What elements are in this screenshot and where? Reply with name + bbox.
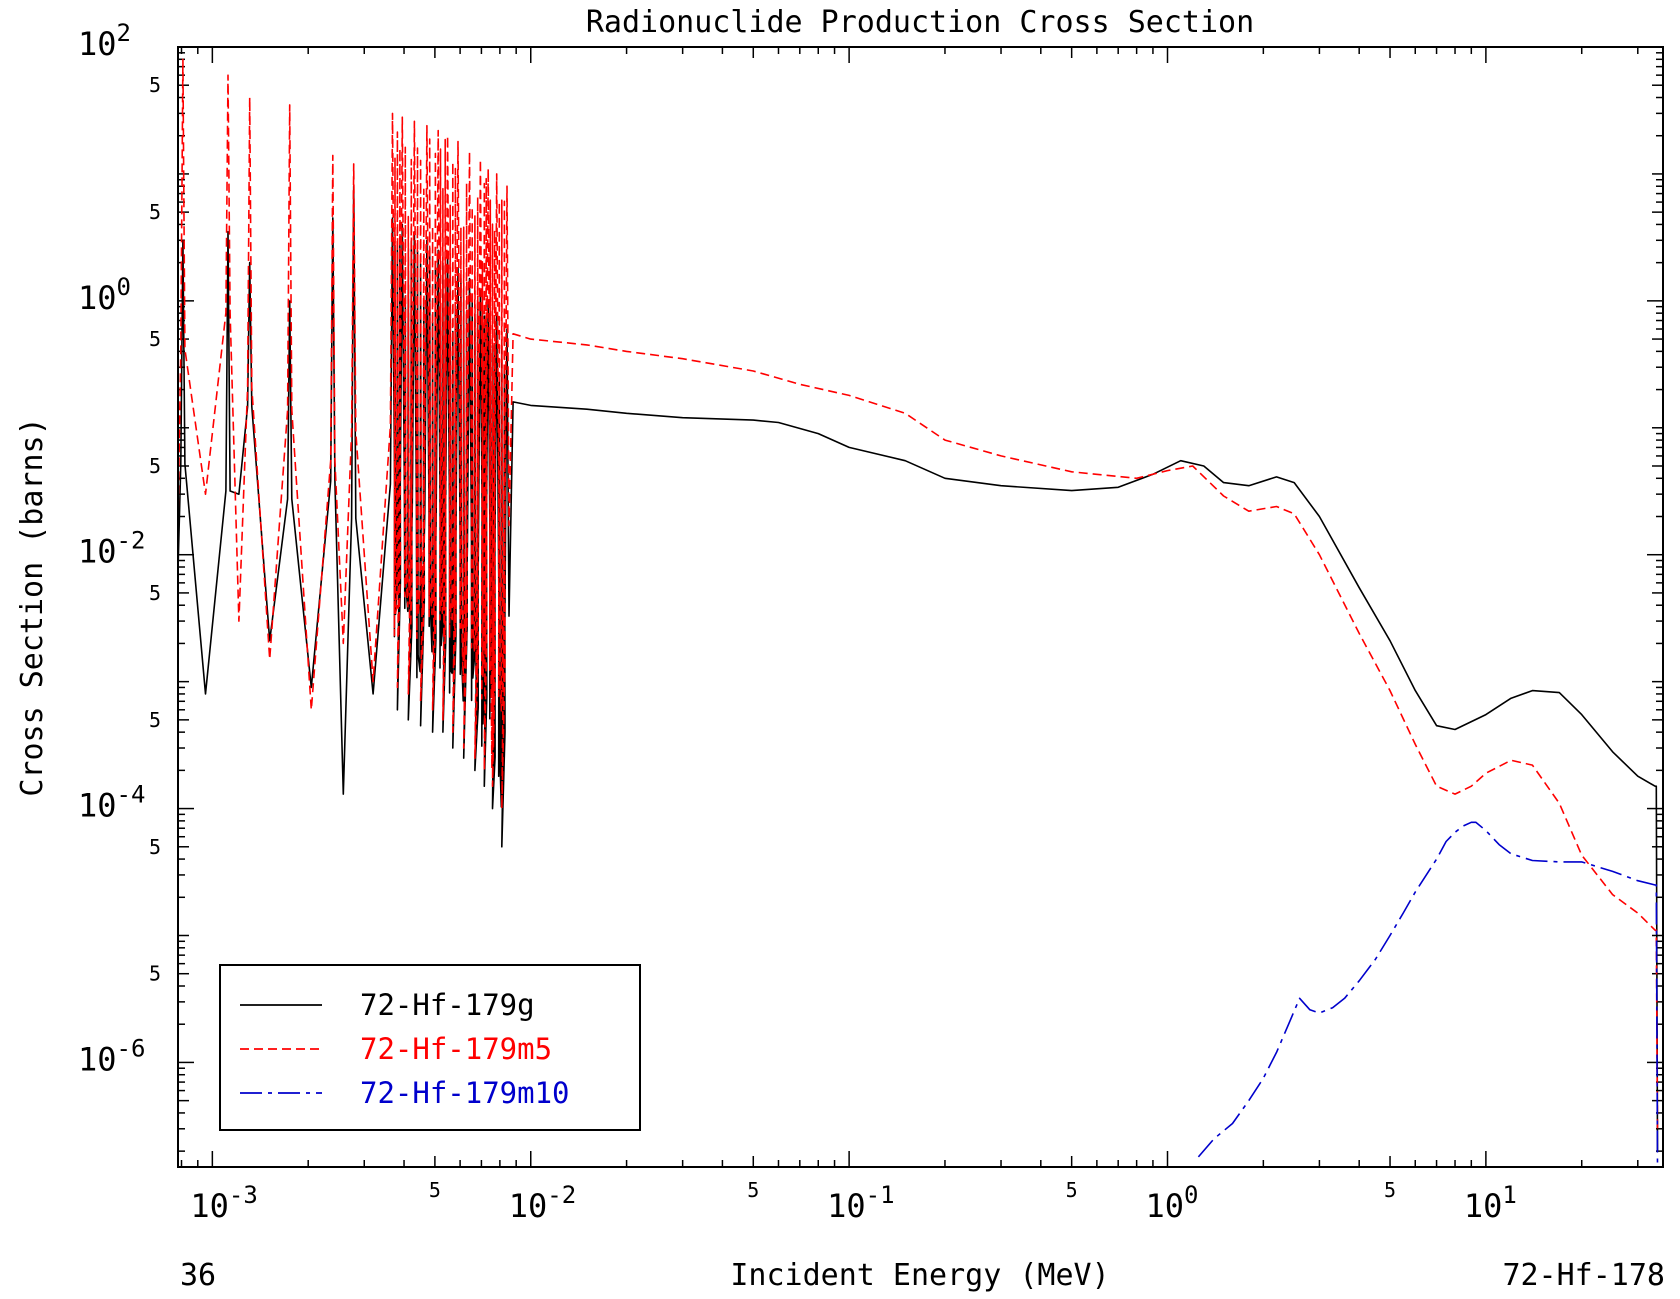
y-tick-label: 10-4 <box>78 781 145 825</box>
y-mid-tick-label: 5 <box>149 708 161 732</box>
axis-ticks <box>178 47 1663 1167</box>
x-tick-label: 10-2 <box>509 1181 576 1225</box>
y-mid-tick-label: 5 <box>149 200 161 224</box>
y-tick-label: 102 <box>78 19 131 63</box>
y-mid-tick-label: 5 <box>149 962 161 986</box>
corner-label-right: 72-Hf-178 <box>1502 1258 1665 1293</box>
legend: 72-Hf-179g 72-Hf-179m5 72-Hf-179m10 <box>219 964 641 1131</box>
corner-label-left: 36 <box>180 1258 216 1293</box>
y-mid-tick-label: 5 <box>149 454 161 478</box>
y-tick-label: 10-6 <box>78 1034 145 1078</box>
y-mid-tick-label: 5 <box>149 327 161 351</box>
y-tick-label: 100 <box>78 273 131 317</box>
series-line-72-Hf-179m5 <box>178 58 1659 1129</box>
plot-frame <box>177 46 1664 1168</box>
series-group <box>178 58 1659 1167</box>
y-mid-tick-label: 5 <box>149 581 161 605</box>
y-tick-label: 10-2 <box>78 527 145 571</box>
legend-box <box>219 964 641 1131</box>
x-mid-tick-label: 5 <box>1384 1178 1396 1202</box>
x-mid-tick-label: 5 <box>747 1178 759 1202</box>
x-axis-label: Incident Energy (MeV) <box>730 1258 1109 1293</box>
tick-labels: 10-3 10-2 10-1 100 101 5 5 5 5 102 100 10-2 10-4 10-6… <box>78 19 1517 1225</box>
legend-label: 72-Hf-179m5 <box>360 1032 552 1066</box>
x-tick-label: 101 <box>1464 1181 1517 1225</box>
chart-title: Radionuclide Production Cross Section <box>586 5 1254 40</box>
x-mid-tick-label: 5 <box>429 1178 441 1202</box>
legend-label: 72-Hf-179m10 <box>360 1076 570 1110</box>
x-mid-tick-label: 5 <box>1066 1178 1078 1202</box>
y-mid-tick-label: 5 <box>149 73 161 97</box>
series-line-72-Hf-179m10 <box>1197 821 1659 1167</box>
x-tick-label: 100 <box>1146 1181 1199 1225</box>
x-tick-label: 10-1 <box>827 1181 894 1225</box>
legend-label: 72-Hf-179g <box>360 988 535 1022</box>
x-tick-label: 10-3 <box>190 1181 257 1225</box>
y-axis-label: Cross Section (barns) <box>15 417 50 796</box>
y-mid-tick-label: 5 <box>149 835 161 859</box>
